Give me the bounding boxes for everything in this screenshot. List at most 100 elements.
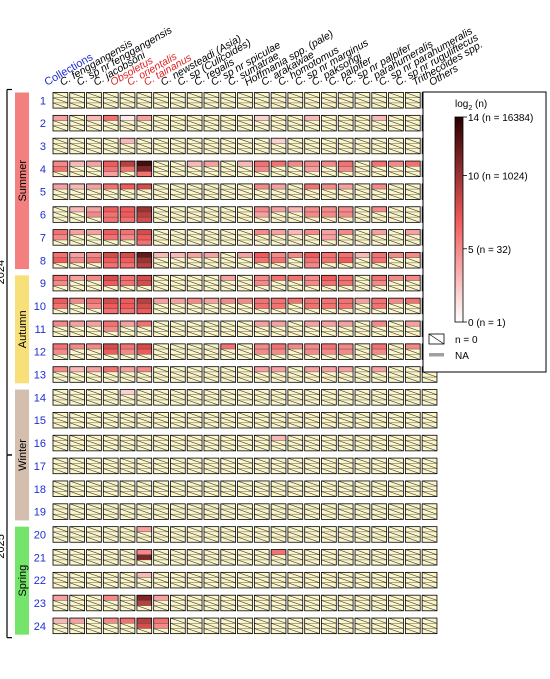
cell-border bbox=[153, 229, 169, 246]
heatmap-cell bbox=[287, 389, 304, 406]
collection-label: 9 bbox=[40, 278, 46, 290]
heatmap-cell bbox=[136, 183, 153, 200]
heatmap-cell bbox=[237, 503, 253, 520]
heatmap-cell bbox=[86, 160, 102, 178]
replicate-value bbox=[254, 298, 270, 304]
collection-label: 4 bbox=[40, 164, 46, 176]
cell-border bbox=[354, 160, 371, 178]
cell-border bbox=[86, 252, 102, 269]
cell-border bbox=[203, 252, 220, 269]
zero-hatch bbox=[321, 531, 337, 538]
zero-hatch bbox=[304, 137, 320, 144]
cell-border bbox=[119, 183, 136, 200]
replicate-value bbox=[371, 161, 387, 167]
heatmap-cell bbox=[287, 480, 304, 497]
replicate-value bbox=[53, 234, 68, 240]
heatmap-cell bbox=[153, 92, 169, 109]
heatmap-cell bbox=[186, 594, 203, 612]
cell-border bbox=[102, 92, 119, 109]
zero-hatch bbox=[237, 559, 253, 566]
zero-hatch bbox=[52, 463, 68, 469]
zero-hatch bbox=[287, 188, 303, 195]
cell-border bbox=[287, 617, 304, 635]
zero-hatch bbox=[220, 137, 236, 144]
heatmap-cell bbox=[186, 389, 203, 406]
zero-hatch bbox=[271, 97, 287, 104]
cell-border bbox=[354, 594, 371, 612]
heatmap-cell bbox=[404, 114, 421, 132]
collection-row bbox=[52, 274, 438, 292]
heatmap-cell bbox=[153, 617, 169, 635]
cell-border bbox=[119, 206, 136, 223]
heatmap-cell bbox=[186, 320, 203, 338]
cell-border bbox=[203, 617, 220, 635]
cell-border bbox=[371, 274, 388, 292]
cell-border bbox=[287, 480, 304, 497]
heatmap-cell bbox=[86, 480, 102, 497]
heatmap-cell bbox=[203, 457, 220, 475]
zero-hatch bbox=[203, 280, 219, 286]
zero-hatch bbox=[338, 120, 354, 127]
zero-hatch bbox=[271, 526, 287, 533]
zero-hatch bbox=[321, 485, 337, 492]
zero-hatch bbox=[388, 92, 404, 98]
cell-border bbox=[119, 297, 136, 315]
zero-hatch bbox=[321, 376, 337, 383]
cell-border bbox=[404, 526, 421, 543]
cell-border bbox=[220, 320, 237, 338]
zero-hatch bbox=[153, 412, 169, 418]
heatmap-cell bbox=[186, 571, 203, 589]
heatmap-cell bbox=[186, 480, 203, 497]
cell-border bbox=[388, 297, 404, 315]
replicate-value bbox=[103, 326, 119, 332]
legend-title-log: log bbox=[455, 99, 468, 110]
cell-border bbox=[253, 434, 270, 452]
zero-hatch bbox=[86, 137, 102, 144]
replicate-value bbox=[86, 343, 102, 350]
zero-hatch bbox=[338, 115, 354, 121]
heatmap-cell bbox=[170, 183, 186, 200]
zero-hatch bbox=[405, 536, 421, 543]
replicate-value bbox=[103, 275, 119, 281]
cell-border bbox=[220, 549, 237, 566]
heatmap-cell bbox=[69, 617, 85, 635]
zero-hatch bbox=[287, 531, 303, 538]
zero-hatch bbox=[120, 445, 136, 452]
zero-hatch bbox=[170, 445, 186, 452]
cell-border bbox=[153, 503, 169, 520]
zero-hatch bbox=[405, 554, 421, 561]
heatmap-cell bbox=[52, 503, 69, 520]
cell-border bbox=[304, 434, 320, 452]
zero-hatch bbox=[321, 605, 337, 612]
replicate-value bbox=[136, 600, 152, 606]
zero-hatch bbox=[170, 125, 186, 132]
zero-hatch bbox=[405, 165, 421, 172]
zero-hatch bbox=[237, 549, 253, 555]
heatmap-cell bbox=[404, 457, 421, 475]
heatmap-cell bbox=[170, 320, 186, 338]
heatmap-cell bbox=[354, 503, 371, 520]
cell-border bbox=[69, 92, 85, 109]
cell-border bbox=[388, 594, 404, 612]
zero-hatch bbox=[271, 262, 287, 269]
cell-border bbox=[321, 594, 337, 612]
cell-border bbox=[170, 114, 186, 132]
replicate-value bbox=[136, 549, 152, 555]
heatmap-cell bbox=[69, 252, 85, 269]
cell-border bbox=[170, 366, 186, 383]
zero-hatch bbox=[203, 605, 219, 612]
cell-border bbox=[237, 366, 253, 383]
replicate-value bbox=[136, 275, 152, 281]
zero-hatch bbox=[354, 194, 370, 200]
replicate-value bbox=[120, 280, 135, 286]
zero-hatch bbox=[287, 491, 303, 497]
cell-border bbox=[304, 320, 320, 338]
heatmap-cell bbox=[371, 183, 388, 200]
cell-border bbox=[404, 617, 421, 635]
heatmap-cell bbox=[136, 457, 153, 475]
zero-hatch bbox=[203, 348, 219, 355]
zero-hatch bbox=[321, 97, 337, 104]
cell-border bbox=[321, 366, 337, 383]
cell-border bbox=[304, 160, 320, 178]
zero-hatch bbox=[69, 600, 85, 606]
